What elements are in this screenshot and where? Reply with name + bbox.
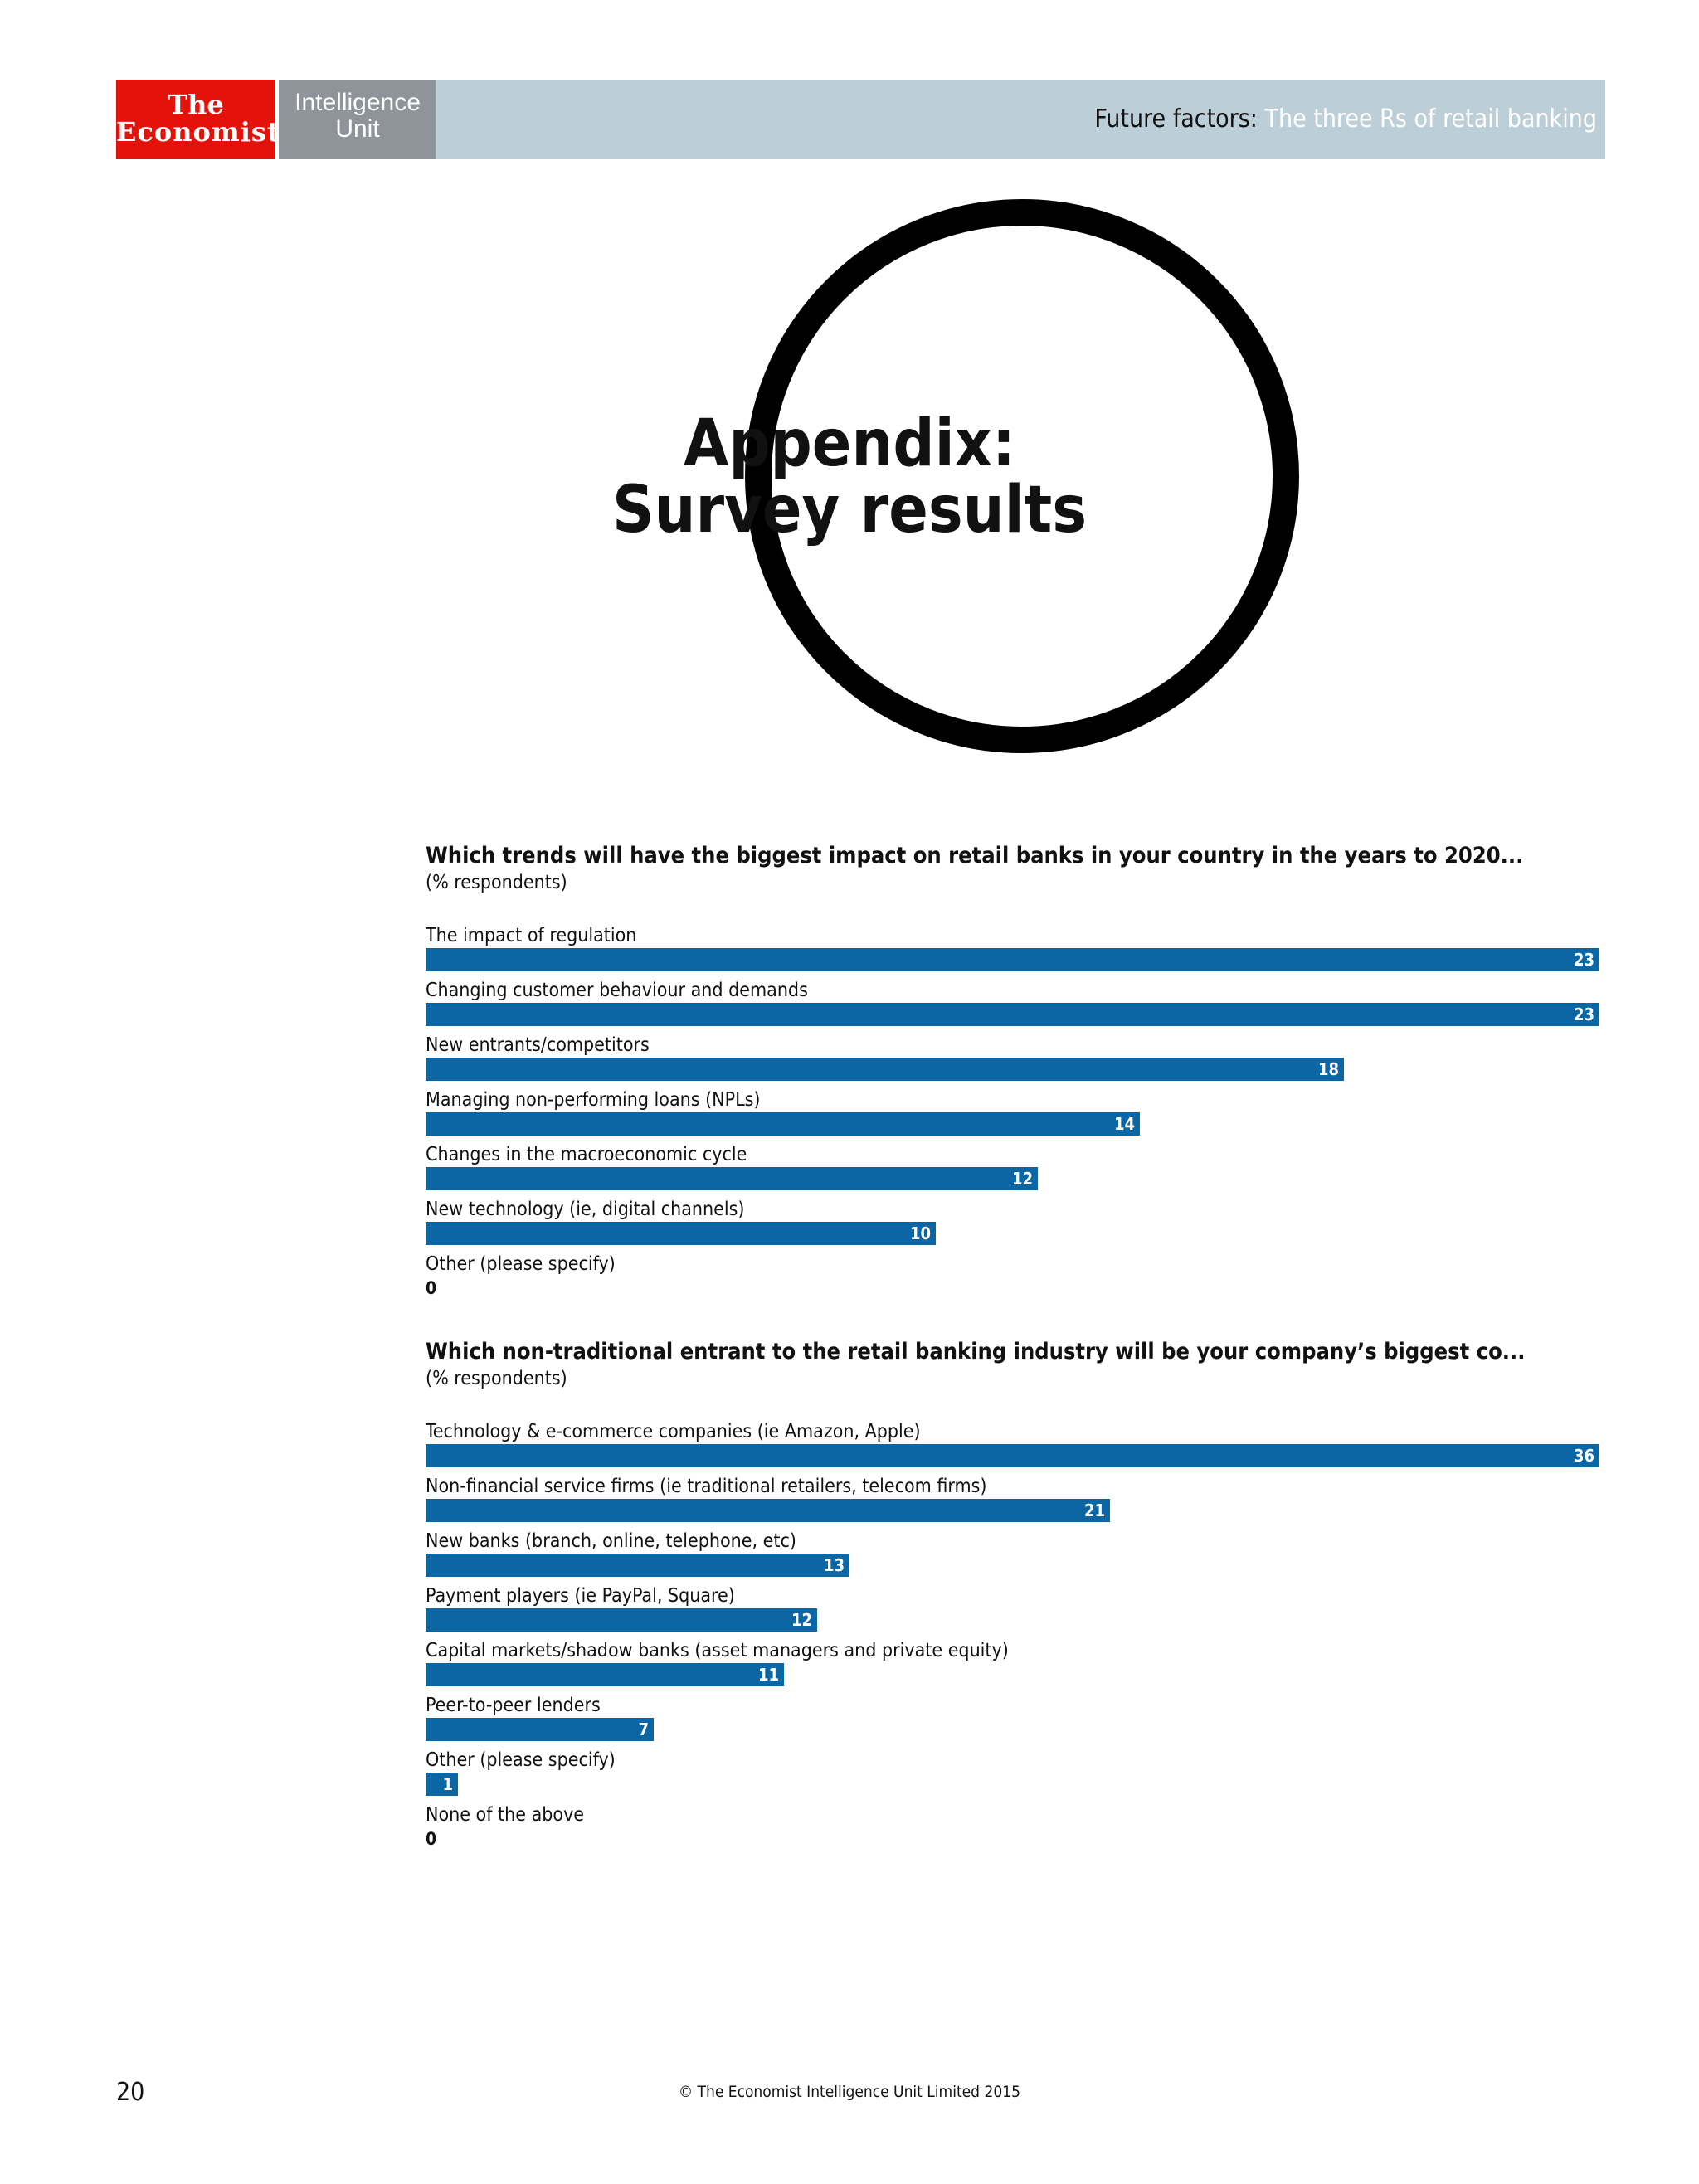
bar-label: Managing non-performing loans (NPLs) <box>426 1089 761 1111</box>
non-traditional-entrant-chart: Which non-traditional entrant to the ret… <box>426 1338 1605 1857</box>
bar-label: Other (please specify) <box>426 1253 616 1275</box>
chart-title: Which non-traditional entrant to the ret… <box>426 1339 1526 1364</box>
copyright-notice: © The Economist Intelligence Unit Limite… <box>679 2083 1020 2101</box>
bar-row: The impact of regulation 23 <box>426 923 1605 978</box>
bar-row: Payment players (ie PayPal, Square) 12 <box>426 1583 1605 1638</box>
bar-label: None of the above <box>426 1804 585 1826</box>
eiu-logo-line2: Unit <box>335 115 380 143</box>
bar-label: New technology (ie, digital channels) <box>426 1199 745 1220</box>
page-header: The Economist Intelligence Unit Future f… <box>116 80 1605 159</box>
bar: 12 <box>426 1167 1038 1190</box>
economist-logo-line1: The <box>168 89 224 120</box>
chart-rows: Technology & e-commerce companies (ie Am… <box>426 1419 1605 1857</box>
bar: 12 <box>426 1608 817 1632</box>
bar-label: New banks (branch, online, telephone, et… <box>426 1530 796 1552</box>
bar-row: Technology & e-commerce companies (ie Am… <box>426 1419 1605 1474</box>
bar-label: Changing customer behaviour and demands <box>426 980 808 1001</box>
bar: 23 <box>426 948 1599 971</box>
bar-value-label: 7 <box>638 1719 649 1739</box>
bar-row: New banks (branch, online, telephone, et… <box>426 1529 1605 1583</box>
report-title-suffix: The three Rs of retail banking <box>1257 105 1597 134</box>
bar-row: Changes in the macroeconomic cycle 12 <box>426 1142 1605 1197</box>
bar-row: Other (please specify) 0 <box>426 1252 1605 1306</box>
bar-label: The impact of regulation <box>426 925 637 946</box>
bar: 10 <box>426 1222 936 1245</box>
bar-label: Payment players (ie PayPal, Square) <box>426 1585 735 1607</box>
bar-row: Changing customer behaviour and demands 2… <box>426 978 1605 1033</box>
bar-row: Peer-to-peer lenders 7 <box>426 1693 1605 1748</box>
page-number: 20 <box>116 2078 145 2107</box>
header-band: Future factors: The three Rs of retail b… <box>436 80 1605 159</box>
bar-row: Managing non-performing loans (NPLs) 14 <box>426 1087 1605 1142</box>
bar-row: New technology (ie, digital channels) 10 <box>426 1197 1605 1252</box>
bar-row: Capital markets/shadow banks (asset mana… <box>426 1638 1605 1693</box>
bar: 1 <box>426 1773 458 1796</box>
bar: 21 <box>426 1499 1110 1522</box>
appendix-heading-line2: Survey results <box>612 473 1087 547</box>
bar-row: New entrants/competitors 18 <box>426 1033 1605 1087</box>
report-title-prefix: Future factors: <box>1094 105 1258 134</box>
bar-row: Non-financial service firms (ie traditio… <box>426 1474 1605 1529</box>
bar-label: Non-financial service firms (ie traditio… <box>426 1476 987 1497</box>
bar-value-label: 10 <box>909 1223 931 1243</box>
bar-label: Peer-to-peer lenders <box>426 1695 601 1716</box>
bar-value-label: 11 <box>757 1665 779 1685</box>
bar: 18 <box>426 1058 1344 1081</box>
appendix-heading-line1: Appendix: <box>684 406 1015 481</box>
bar-value-label: 23 <box>1573 950 1594 970</box>
bar-label: Technology & e-commerce companies (ie Am… <box>426 1421 921 1442</box>
bar-value-label: 1 <box>442 1774 453 1794</box>
chart-subtitle: (% respondents) <box>426 872 567 893</box>
bar-value-label: 23 <box>1573 1004 1594 1024</box>
bar-value-label: 21 <box>1083 1501 1105 1520</box>
bar: 7 <box>426 1718 654 1741</box>
bar: 14 <box>426 1112 1140 1136</box>
appendix-heading: Appendix: Survey results <box>0 411 1699 543</box>
bar-value-label: 36 <box>1573 1446 1594 1466</box>
eiu-logo-line1: Intelligence <box>295 89 421 116</box>
eiu-logo: Intelligence Unit <box>279 80 436 159</box>
trends-impact-chart: Which trends will have the biggest impac… <box>426 842 1605 1306</box>
bar-label: Other (please specify) <box>426 1749 616 1771</box>
economist-logo-line2: Economist <box>116 116 280 148</box>
bar: 23 <box>426 1003 1599 1026</box>
bar: 13 <box>426 1554 850 1577</box>
bar: 36 <box>426 1444 1599 1467</box>
chart-subtitle: (% respondents) <box>426 1368 567 1389</box>
bar-value-label: 0 <box>426 1278 437 1298</box>
bar-value-label: 12 <box>1011 1169 1033 1189</box>
bar-value-label: 13 <box>823 1555 845 1575</box>
bar-value-label: 0 <box>426 1829 437 1849</box>
bar-label: Changes in the macroeconomic cycle <box>426 1144 747 1165</box>
bar-label: New entrants/competitors <box>426 1034 650 1056</box>
bar: 11 <box>426 1663 784 1686</box>
bar-row: None of the above 0 <box>426 1802 1605 1857</box>
report-title: Future factors: The three Rs of retail b… <box>1094 105 1597 134</box>
bar-value-label: 12 <box>791 1610 812 1630</box>
bar-value-label: 18 <box>1317 1059 1339 1079</box>
chart-title: Which trends will have the biggest impac… <box>426 843 1524 868</box>
bar-label: Capital markets/shadow banks (asset mana… <box>426 1640 1009 1661</box>
chart-rows: The impact of regulation 23 Changing custo… <box>426 923 1605 1306</box>
bar-row: Other (please specify) 1 <box>426 1748 1605 1802</box>
economist-logo: The Economist <box>116 80 280 159</box>
bar-value-label: 14 <box>1113 1114 1135 1134</box>
